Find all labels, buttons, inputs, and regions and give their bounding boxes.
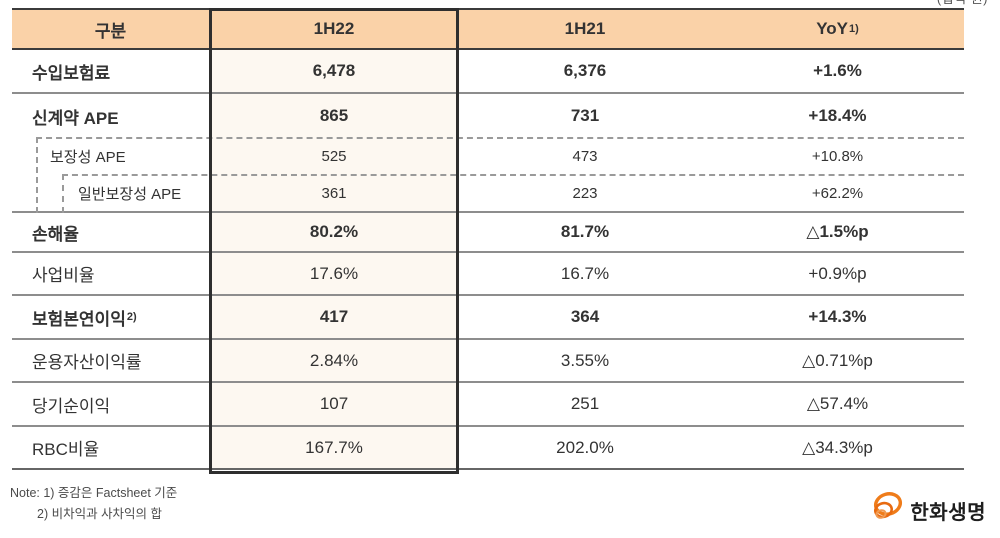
cell-1h21: 364 [570, 307, 600, 326]
cell-1h22: 80.2% [209, 213, 459, 251]
row-label: 운용자산이익률 [32, 353, 142, 372]
table-row: 당기순이익 107 251 △57.4% [12, 383, 964, 427]
footnotes: Note: 1) 증감은 Factsheet 기준 2) 비차익과 사차익의 합 [10, 483, 177, 525]
hanwha-life-logo: 한화생명 [868, 489, 986, 532]
table-row: 일반보장성 APE 361 223 +62.2% [12, 175, 964, 213]
row-label: 일반보장성 APE [78, 185, 182, 203]
cell-yoy: +18.4% [808, 106, 867, 125]
cell-yoy: △0.71%p [802, 350, 873, 370]
cell-1h22: 17.6% [209, 253, 459, 294]
cell-1h22: 525 [209, 138, 459, 175]
table-row: 운용자산이익률 2.84% 3.55% △0.71%p [12, 340, 964, 383]
table-row: 수입보험료 6,478 6,376 +1.6% [12, 50, 964, 94]
table-row: 신계약 APE 865 731 +18.4% [12, 94, 964, 138]
header-yoy-text: YoY [816, 19, 849, 38]
cell-1h22: 167.7% [209, 427, 459, 468]
cell-yoy: +1.6% [813, 61, 862, 80]
cell-1h21: 3.55% [560, 350, 610, 370]
cell-1h21: 16.7% [560, 263, 610, 283]
row-label: RBC비율 [32, 440, 100, 459]
cell-yoy: +10.8% [811, 148, 864, 165]
cell-1h22: 417 [209, 296, 459, 338]
table-row: 보장성 APE 525 473 +10.8% [12, 138, 964, 175]
row-label: 보장성 APE [50, 149, 126, 166]
row-label: 신계약 APE [32, 108, 119, 128]
unit-label: (십억 원) [937, 0, 988, 7]
cell-yoy: △1.5%p [806, 222, 869, 241]
cell-1h22: 865 [209, 94, 459, 138]
footnote-1: Note: 1) 증감은 Factsheet 기준 [10, 486, 178, 500]
row-label: 수입보험료 [32, 63, 111, 83]
header-1h22: 1H22 [313, 19, 355, 38]
cell-1h21: 731 [570, 106, 600, 125]
financial-summary-table: 구분 1H22 1H21 YoY 1) 수입보험료 6,478 6,376 +1.… [12, 8, 964, 474]
row-label-text: 보험본연이익 [32, 309, 126, 329]
logo-text: 한화생명 [910, 502, 986, 524]
cell-yoy: +0.9%p [808, 263, 867, 283]
cell-yoy: △34.3%p [802, 437, 873, 457]
table-row: 사업비율 17.6% 16.7% +0.9%p [12, 253, 964, 296]
cell-yoy: +14.3% [808, 307, 867, 326]
cell-yoy: +62.2% [811, 184, 864, 202]
table-row: 손해율 80.2% 81.7% △1.5%p [12, 213, 964, 253]
cell-1h22: 2.84% [209, 340, 459, 381]
footnote-2: 2) 비차익과 사차익의 합 [37, 507, 163, 521]
table-row: RBC비율 167.7% 202.0% △34.3%p [12, 427, 964, 470]
header-1h21: 1H21 [564, 19, 606, 38]
header-category: 구분 [94, 21, 127, 41]
cell-1h22: 107 [209, 383, 459, 425]
cell-1h22: 361 [209, 175, 459, 211]
cell-yoy: △57.4% [806, 394, 869, 413]
row-label: 당기순이익 [32, 396, 111, 416]
table-header-row: 구분 1H22 1H21 YoY 1) [12, 8, 964, 50]
cell-1h21: 473 [572, 148, 598, 165]
cell-1h21: 251 [570, 394, 600, 413]
hanwha-logo-icon [868, 489, 906, 532]
cell-1h22: 6,478 [209, 50, 459, 92]
cell-1h21: 223 [572, 184, 598, 202]
header-yoy: YoY 1) [816, 19, 859, 38]
row-label: 보험본연이익 2) [12, 296, 209, 338]
cell-1h21: 6,376 [563, 61, 607, 80]
cell-1h21: 202.0% [556, 437, 614, 457]
row-label: 손해율 [32, 224, 79, 244]
table-row: 보험본연이익 2) 417 364 +14.3% [12, 296, 964, 340]
row-label: 사업비율 [32, 266, 95, 285]
cell-1h21: 81.7% [560, 222, 610, 241]
